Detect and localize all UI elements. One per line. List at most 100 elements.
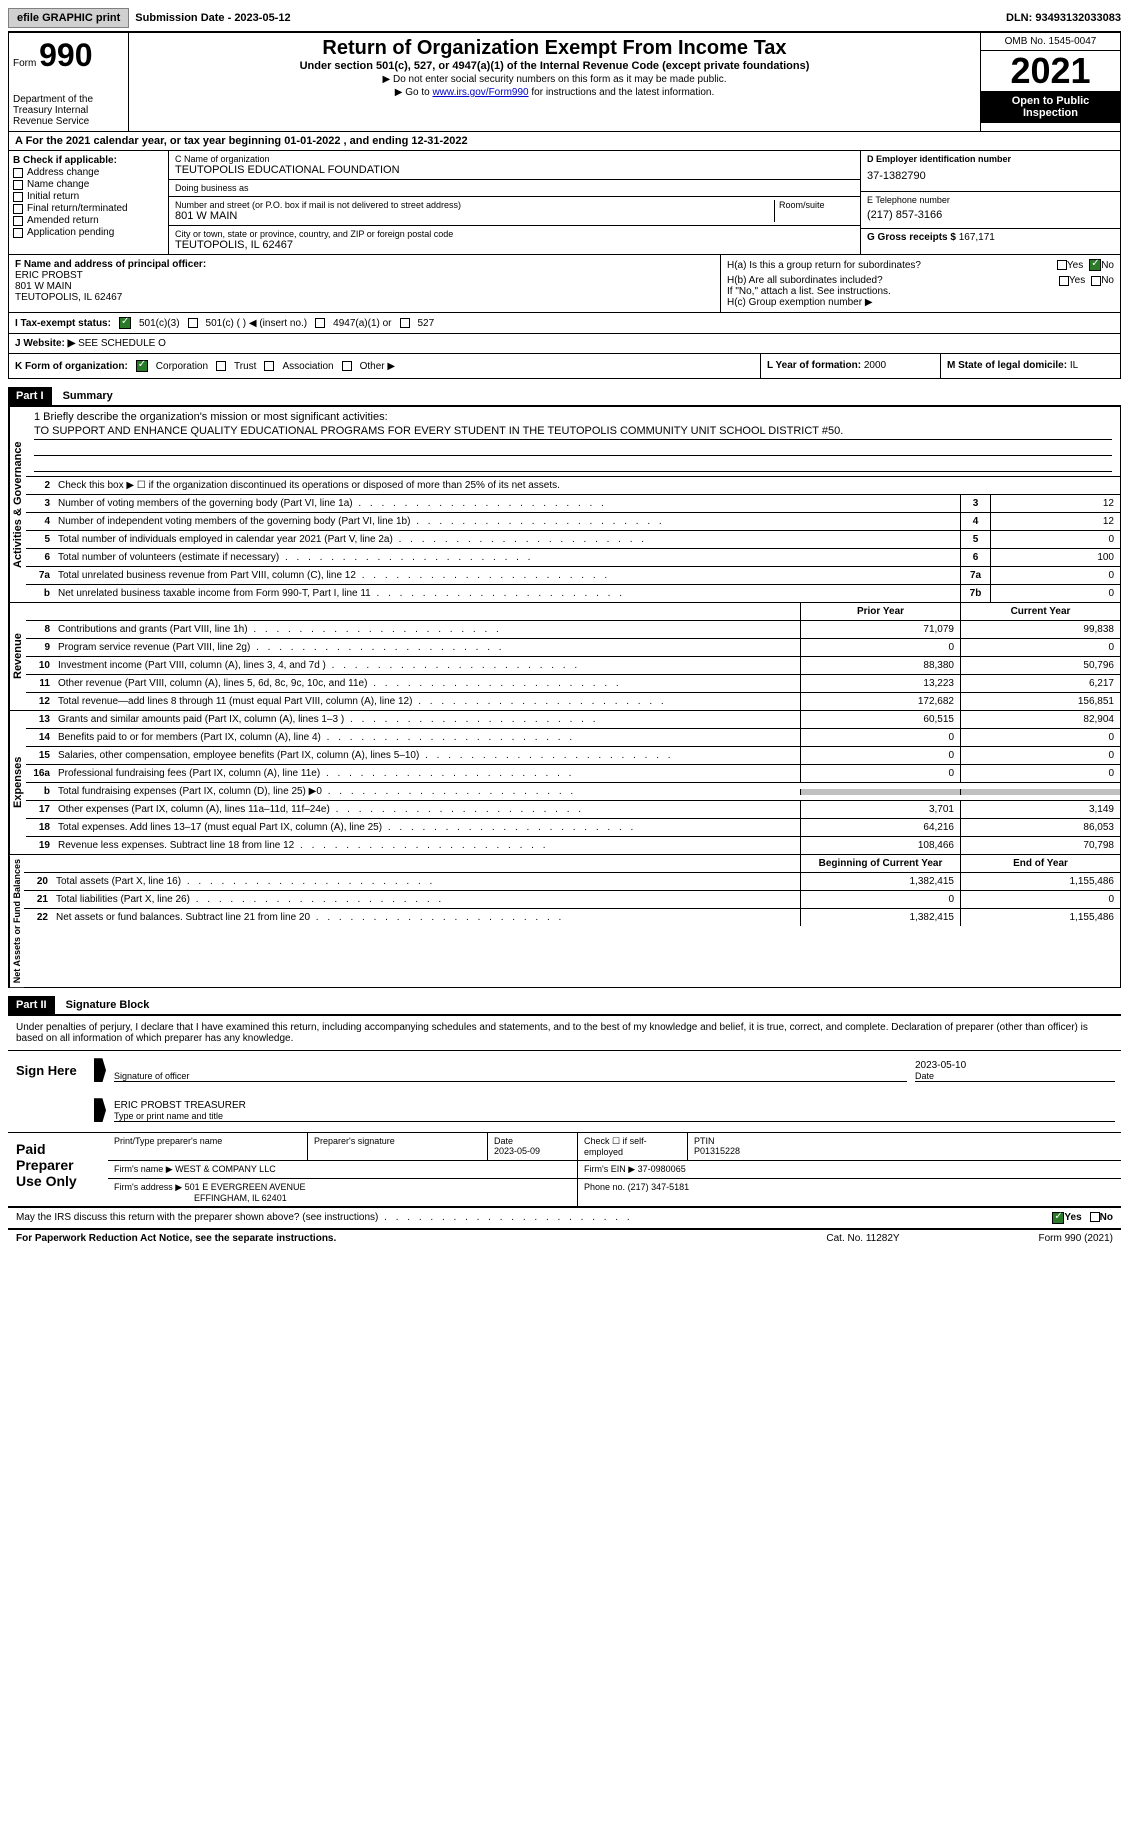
row-num: 13 (26, 711, 56, 728)
end-year-header: End of Year (960, 855, 1120, 872)
row-end: 1,155,486 (960, 873, 1120, 890)
row-text: Grants and similar amounts paid (Part IX… (56, 711, 800, 728)
row-text: Total expenses. Add lines 13–17 (must eq… (56, 819, 800, 836)
sign-here-label: Sign Here (8, 1051, 88, 1132)
discuss-yes-checkbox[interactable] (1052, 1212, 1064, 1224)
firm-ein: 37-0980065 (638, 1164, 686, 1174)
row-end: 0 (960, 891, 1120, 908)
row-text: Other revenue (Part VIII, column (A), li… (56, 675, 800, 692)
officer-name: ERIC PROBST (15, 270, 714, 281)
dba-label: Doing business as (175, 183, 854, 193)
row-prior: 88,380 (800, 657, 960, 674)
phone-value: (217) 857-3166 (867, 205, 1114, 225)
begin-year-header: Beginning of Current Year (800, 855, 960, 872)
k-corp-checkbox[interactable] (136, 360, 148, 372)
row-text: Total liabilities (Part X, line 26) (54, 891, 800, 908)
b-checkbox-0[interactable] (13, 168, 23, 178)
ein-value: 37-1382790 (867, 164, 1114, 188)
line2-text: Check this box ▶ ☐ if the organization d… (56, 477, 1120, 494)
row-num: 8 (26, 621, 56, 638)
row-prior: 0 (800, 639, 960, 656)
row-prior: 0 (800, 765, 960, 782)
form-prefix: Form (13, 58, 36, 69)
status-501c3-checkbox[interactable] (119, 317, 131, 329)
addr-value: 801 W MAIN (175, 210, 774, 222)
netassets-label: Net Assets or Fund Balances (9, 855, 24, 987)
tax-year: 2021 (981, 51, 1120, 91)
row-val: 12 (990, 513, 1120, 530)
row-num: 3 (26, 495, 56, 512)
dln: DLN: 93493132033083 (1006, 12, 1121, 24)
row-num: 10 (26, 657, 56, 674)
row-prior: 0 (800, 747, 960, 764)
row-text: Contributions and grants (Part VIII, lin… (56, 621, 800, 638)
l-label: L Year of formation: (767, 360, 861, 371)
row-num: 16a (26, 765, 56, 782)
part1-header: Part I (8, 387, 52, 405)
discuss-no-checkbox[interactable] (1090, 1212, 1100, 1222)
k-opt-0: Corporation (156, 361, 208, 372)
firm-ein-label: Firm's EIN ▶ (584, 1164, 635, 1174)
efile-print-button[interactable]: efile GRAPHIC print (8, 8, 129, 28)
omb-number: OMB No. 1545-0047 (981, 33, 1120, 51)
row-text: Revenue less expenses. Subtract line 18 … (56, 837, 800, 854)
ptin-label: PTIN (694, 1136, 715, 1146)
row-num: 18 (26, 819, 56, 836)
status-label: I Tax-exempt status: (15, 318, 111, 329)
mission-text: TO SUPPORT AND ENHANCE QUALITY EDUCATION… (34, 423, 1112, 440)
hb-yes-checkbox[interactable] (1059, 276, 1069, 286)
status-501c-checkbox[interactable] (188, 318, 198, 328)
b-checkbox-3[interactable] (13, 204, 23, 214)
dept-label: Department of the Treasury Internal Reve… (13, 94, 124, 127)
prep-phone: (217) 347-5181 (628, 1182, 690, 1192)
row-val: 100 (990, 549, 1120, 566)
b-checkbox-4[interactable] (13, 216, 23, 226)
website-row: J Website: ▶ SEE SCHEDULE O (8, 334, 1121, 354)
org-name: TEUTOPOLIS EDUCATIONAL FOUNDATION (175, 164, 854, 176)
sig-intro: Under penalties of perjury, I declare th… (8, 1016, 1121, 1051)
form-number: 990 (39, 37, 92, 73)
row-num: 22 (24, 909, 54, 926)
ha-no-checkbox[interactable] (1089, 259, 1101, 271)
b-checkbox-1[interactable] (13, 180, 23, 190)
irs-link[interactable]: www.irs.gov/Form990 (432, 87, 528, 98)
part2-header: Part II (8, 996, 55, 1014)
hc-label: H(c) Group exemption number ▶ (727, 297, 1114, 308)
row-prior: 13,223 (800, 675, 960, 692)
submission-date: Submission Date - 2023-05-12 (135, 12, 290, 24)
officer-name-field: ERIC PROBST TREASURER Type or print name… (114, 1086, 1115, 1122)
form-subtitle: Under section 501(c), 527, or 4947(a)(1)… (133, 60, 976, 72)
row-current: 86,053 (960, 819, 1120, 836)
status-4947-checkbox[interactable] (315, 318, 325, 328)
row-prior: 172,682 (800, 693, 960, 710)
k-assoc-checkbox[interactable] (264, 361, 274, 371)
gross-value: 167,171 (959, 232, 995, 243)
city-value: TEUTOPOLIS, IL 62467 (175, 239, 854, 251)
footer-form: Form 990 (2021) (963, 1233, 1113, 1244)
row-text: Total number of volunteers (estimate if … (56, 549, 960, 566)
row-text: Total fundraising expenses (Part IX, col… (56, 783, 800, 800)
row-num: 12 (26, 693, 56, 710)
row-text: Benefits paid to or for members (Part IX… (56, 729, 800, 746)
b-checkbox-2[interactable] (13, 192, 23, 202)
row-text: Number of independent voting members of … (56, 513, 960, 530)
row-text: Total assets (Part X, line 16) (54, 873, 800, 890)
k-other-checkbox[interactable] (342, 361, 352, 371)
firm-addr-label: Firm's address ▶ (114, 1182, 182, 1192)
period-row: A For the 2021 calendar year, or tax yea… (8, 132, 1121, 151)
k-trust-checkbox[interactable] (216, 361, 226, 371)
b-checkbox-5[interactable] (13, 228, 23, 238)
row-val: 0 (990, 567, 1120, 584)
part1-title: Summary (55, 387, 121, 405)
row-box: 4 (960, 513, 990, 530)
officer-sig-field[interactable]: Signature of officer (114, 1057, 907, 1082)
status-527-checkbox[interactable] (400, 318, 410, 328)
officer-group-row: F Name and address of principal officer:… (8, 255, 1121, 313)
section-b-label: B Check if applicable: (13, 155, 164, 166)
ha-yes-checkbox[interactable] (1057, 260, 1067, 270)
footer-catno: Cat. No. 11282Y (763, 1233, 963, 1244)
b-item-3: Final return/terminated (27, 203, 128, 214)
b-item-1: Name change (27, 179, 89, 190)
city-label: City or town, state or province, country… (175, 229, 854, 239)
hb-no-checkbox[interactable] (1091, 276, 1101, 286)
